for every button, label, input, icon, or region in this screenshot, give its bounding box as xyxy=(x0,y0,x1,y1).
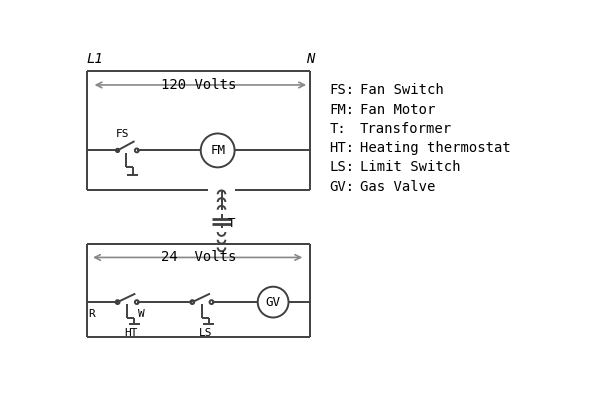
Text: Limit Switch: Limit Switch xyxy=(360,160,461,174)
Text: T: T xyxy=(228,217,235,230)
Text: Fan Switch: Fan Switch xyxy=(360,83,444,97)
Text: LS:: LS: xyxy=(329,160,355,174)
Text: GV: GV xyxy=(266,296,281,309)
Text: W: W xyxy=(139,309,145,319)
Text: FS: FS xyxy=(116,129,130,139)
Text: Heating thermostat: Heating thermostat xyxy=(360,141,511,155)
Text: FM:: FM: xyxy=(329,103,355,117)
Text: LS: LS xyxy=(199,328,212,338)
Text: GV:: GV: xyxy=(329,180,355,194)
Text: Transformer: Transformer xyxy=(360,122,453,136)
Text: Fan Motor: Fan Motor xyxy=(360,103,435,117)
Text: FM: FM xyxy=(210,144,225,157)
Circle shape xyxy=(116,148,120,152)
Text: HT:: HT: xyxy=(329,141,355,155)
Text: N: N xyxy=(306,52,314,66)
Text: T:: T: xyxy=(329,122,346,136)
Text: R: R xyxy=(88,309,95,319)
Text: L1: L1 xyxy=(87,52,103,66)
Text: FS:: FS: xyxy=(329,83,355,97)
Text: HT: HT xyxy=(124,328,137,338)
Text: Gas Valve: Gas Valve xyxy=(360,180,435,194)
Text: 24  Volts: 24 Volts xyxy=(160,250,236,264)
Text: 120 Volts: 120 Volts xyxy=(160,78,236,92)
